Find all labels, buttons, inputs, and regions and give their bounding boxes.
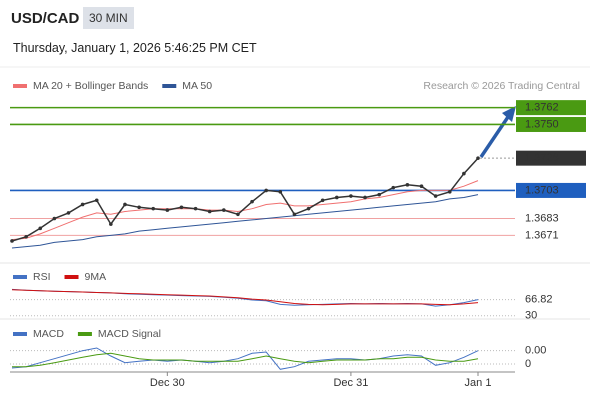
x-tick-label: Jan 1 <box>465 377 492 389</box>
legend-label: 9MA <box>85 271 107 283</box>
price-point <box>363 195 367 200</box>
price-point <box>123 202 127 207</box>
legend-swatch <box>13 332 27 336</box>
price-point <box>151 206 156 211</box>
price-point <box>278 190 283 194</box>
series-line <box>11 194 479 249</box>
series-line <box>11 347 479 370</box>
price-point <box>179 205 184 210</box>
price-point <box>193 206 198 211</box>
price-point <box>52 216 57 221</box>
y-tick-label: 0.00 <box>525 345 546 357</box>
arrow-head <box>502 106 516 122</box>
level-label: 1.3703 <box>525 184 559 196</box>
legend-label: RSI <box>33 271 51 283</box>
legend-swatch <box>13 275 27 279</box>
y-tick-label: 0 <box>525 358 531 370</box>
level-label: 1.3683 <box>525 212 559 224</box>
price-point <box>334 195 339 200</box>
datetime: Thursday, January 1, 2026 5:46:25 PM CET <box>13 41 257 55</box>
price-point <box>24 234 28 239</box>
level-box <box>516 150 586 166</box>
price-point <box>306 206 311 211</box>
price-point <box>109 222 113 226</box>
price-point <box>94 198 99 203</box>
legend-label: MACD <box>33 328 64 340</box>
y-tick-label: 30 <box>525 310 537 322</box>
level-box <box>516 116 586 132</box>
price-point <box>405 183 410 187</box>
level-label: 1.3726 <box>525 152 559 164</box>
arrow <box>479 116 510 158</box>
symbol: USD/CAD <box>11 10 80 27</box>
x-tick-label: Dec 31 <box>333 377 368 389</box>
legend-label: MA 20 + Bollinger Bands <box>33 80 148 92</box>
price-line <box>11 157 479 242</box>
interval[interactable]: 30 MIN <box>83 7 134 29</box>
price-point <box>236 212 240 217</box>
price-point <box>207 209 212 214</box>
price-point <box>447 190 452 194</box>
x-tick-label: Dec 30 <box>150 377 185 389</box>
level-box <box>516 182 586 198</box>
price-point <box>377 192 381 197</box>
price-point <box>349 194 353 198</box>
legend-label: MA 50 <box>182 80 212 92</box>
price-point <box>38 226 43 231</box>
level-box <box>516 100 586 116</box>
attribution: Research © 2026 Trading Central <box>423 80 580 92</box>
price-point <box>66 211 71 215</box>
price-point <box>292 212 297 217</box>
price-point <box>476 156 480 160</box>
price-point <box>165 208 170 212</box>
legend-swatch <box>162 84 177 88</box>
price-point <box>320 198 325 203</box>
price-point <box>10 239 14 243</box>
legend-swatch <box>77 332 92 336</box>
series-line <box>12 352 479 368</box>
price-point <box>419 184 424 189</box>
series-line <box>11 180 479 241</box>
legend-swatch <box>64 275 79 279</box>
price-point <box>137 205 141 210</box>
legend-label: MACD Signal <box>98 328 161 340</box>
price-point <box>80 202 85 207</box>
series-line <box>11 289 479 306</box>
level-label: 1.3671 <box>525 229 559 241</box>
legend-swatch <box>13 84 27 88</box>
y-tick-label: 66.82 <box>525 294 553 306</box>
price-point <box>391 185 396 190</box>
level-label: 1.3750 <box>525 118 559 130</box>
price-point <box>222 208 226 212</box>
price-point <box>264 188 268 193</box>
price-point <box>250 199 254 204</box>
price-point <box>433 194 438 198</box>
level-label: 1.3762 <box>525 102 559 114</box>
price-point <box>462 171 466 176</box>
